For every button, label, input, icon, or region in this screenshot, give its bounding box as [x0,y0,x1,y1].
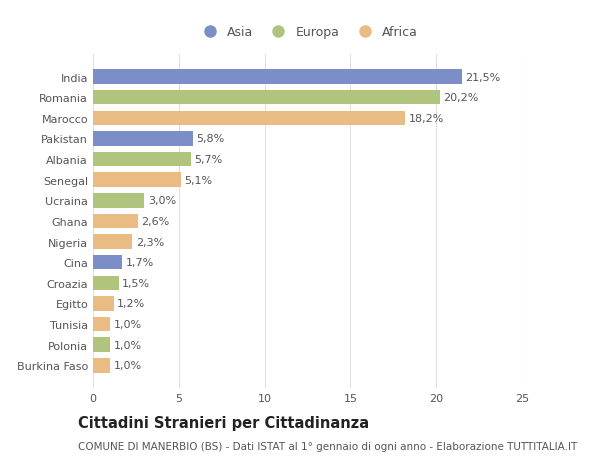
Text: 21,5%: 21,5% [466,73,500,83]
Legend: Asia, Europa, Africa: Asia, Europa, Africa [192,22,423,45]
Bar [93,132,193,146]
Bar [93,276,119,291]
Text: Cittadini Stranieri per Cittadinanza: Cittadini Stranieri per Cittadinanza [78,415,369,431]
Text: COMUNE DI MANERBIO (BS) - Dati ISTAT al 1° gennaio di ogni anno - Elaborazione T: COMUNE DI MANERBIO (BS) - Dati ISTAT al … [78,441,577,451]
Text: 1,0%: 1,0% [113,319,142,330]
Bar [93,255,122,270]
Bar [93,317,110,331]
Bar [93,214,137,229]
Bar [93,91,440,105]
Text: 5,1%: 5,1% [184,175,212,185]
Bar [93,338,110,352]
Text: 18,2%: 18,2% [409,113,444,123]
Text: 2,6%: 2,6% [141,217,169,226]
Text: 5,7%: 5,7% [194,155,223,165]
Bar [93,194,145,208]
Bar [93,173,181,188]
Bar [93,358,110,373]
Text: 3,0%: 3,0% [148,196,176,206]
Text: 1,2%: 1,2% [117,299,145,309]
Text: 1,7%: 1,7% [125,257,154,268]
Bar [93,152,191,167]
Bar [93,70,462,84]
Text: 1,0%: 1,0% [113,360,142,370]
Text: 5,8%: 5,8% [196,134,224,144]
Bar [93,297,113,311]
Text: 1,0%: 1,0% [113,340,142,350]
Text: 20,2%: 20,2% [443,93,478,103]
Text: 1,5%: 1,5% [122,278,150,288]
Text: 2,3%: 2,3% [136,237,164,247]
Bar [93,235,133,249]
Bar [93,112,406,126]
